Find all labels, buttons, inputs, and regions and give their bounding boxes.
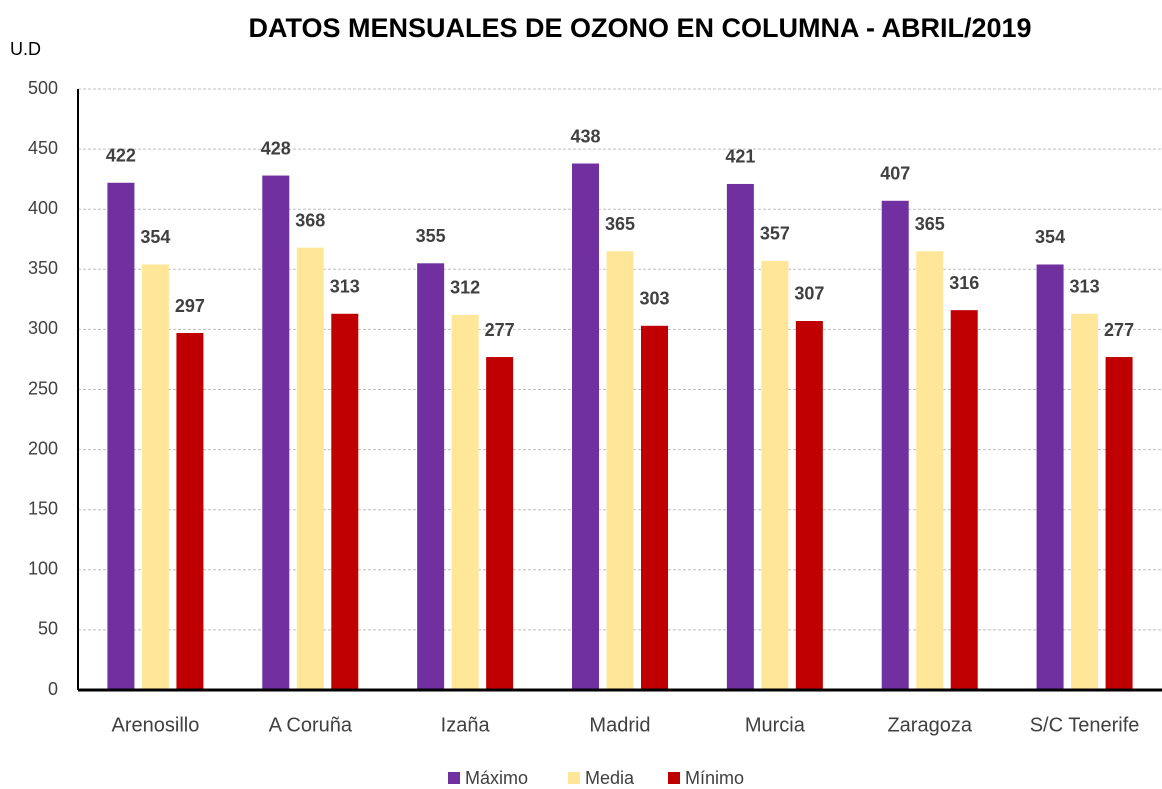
bar [1036, 264, 1064, 690]
y-tick-label: 450 [28, 138, 58, 158]
legend-swatch [568, 772, 580, 784]
bar [881, 200, 909, 690]
y-tick-label: 350 [28, 258, 58, 278]
bar [950, 310, 978, 690]
y-tick-label: 400 [28, 198, 58, 218]
value-label: 407 [880, 164, 910, 184]
value-label: 368 [295, 210, 325, 230]
value-label: 316 [949, 273, 979, 293]
x-tick-label: Madrid [589, 714, 650, 736]
bar [1105, 357, 1133, 690]
legend-label: Mínimo [685, 768, 744, 788]
x-tick-label: Zaragoza [887, 714, 972, 736]
x-tick-label: Arenosillo [112, 714, 200, 736]
bar [176, 333, 204, 690]
x-tick-label: Izaña [441, 714, 491, 736]
bar [296, 247, 324, 690]
chart-title: DATOS MENSUALES DE OZONO EN COLUMNA - AB… [248, 13, 1031, 43]
value-label: 354 [1035, 227, 1065, 247]
value-label: 422 [106, 146, 136, 166]
bar [641, 325, 668, 690]
value-label: 312 [450, 278, 480, 298]
y-tick-label: 200 [28, 438, 58, 458]
legend-label: Media [585, 768, 635, 788]
bar [486, 357, 514, 690]
value-label: 313 [330, 277, 360, 297]
x-tick-label: Murcia [745, 714, 806, 736]
legend-label: Máximo [465, 768, 528, 788]
y-tick-label: 300 [28, 318, 58, 338]
value-label: 354 [140, 227, 170, 247]
bar [572, 163, 599, 691]
y-tick-label: 150 [28, 498, 58, 518]
bar [331, 313, 359, 690]
y-axis-label: U.D [10, 39, 41, 59]
value-label: 365 [605, 214, 635, 234]
y-tick-label: 100 [28, 559, 58, 579]
bar [606, 251, 634, 690]
legend-swatch [448, 772, 460, 784]
value-label: 277 [485, 320, 515, 340]
value-label: 297 [175, 296, 205, 316]
y-tick-label: 250 [28, 378, 58, 398]
bar [262, 175, 290, 690]
value-label: 307 [794, 284, 824, 304]
bar [795, 320, 823, 690]
value-label: 277 [1104, 320, 1134, 340]
value-label: 313 [1070, 277, 1100, 297]
y-tick-label: 50 [38, 619, 58, 639]
y-tick-label: 0 [48, 679, 58, 699]
x-tick-label: A Coruña [269, 714, 353, 736]
value-label: 428 [261, 138, 291, 158]
bar [761, 260, 789, 690]
value-label: 355 [416, 226, 446, 246]
value-label: 421 [725, 147, 755, 167]
y-tick-label: 500 [28, 78, 58, 98]
bar [1071, 313, 1099, 690]
bar [141, 264, 169, 690]
value-label: 365 [915, 214, 945, 234]
bar [916, 251, 944, 690]
bar [726, 183, 754, 690]
bar [107, 182, 135, 691]
value-label: 357 [760, 224, 790, 244]
value-label: 303 [639, 289, 669, 309]
bar [451, 314, 479, 690]
value-label: 438 [570, 126, 600, 146]
legend-swatch [668, 772, 680, 784]
bar [417, 263, 445, 690]
x-tick-label: S/C Tenerife [1030, 714, 1140, 736]
